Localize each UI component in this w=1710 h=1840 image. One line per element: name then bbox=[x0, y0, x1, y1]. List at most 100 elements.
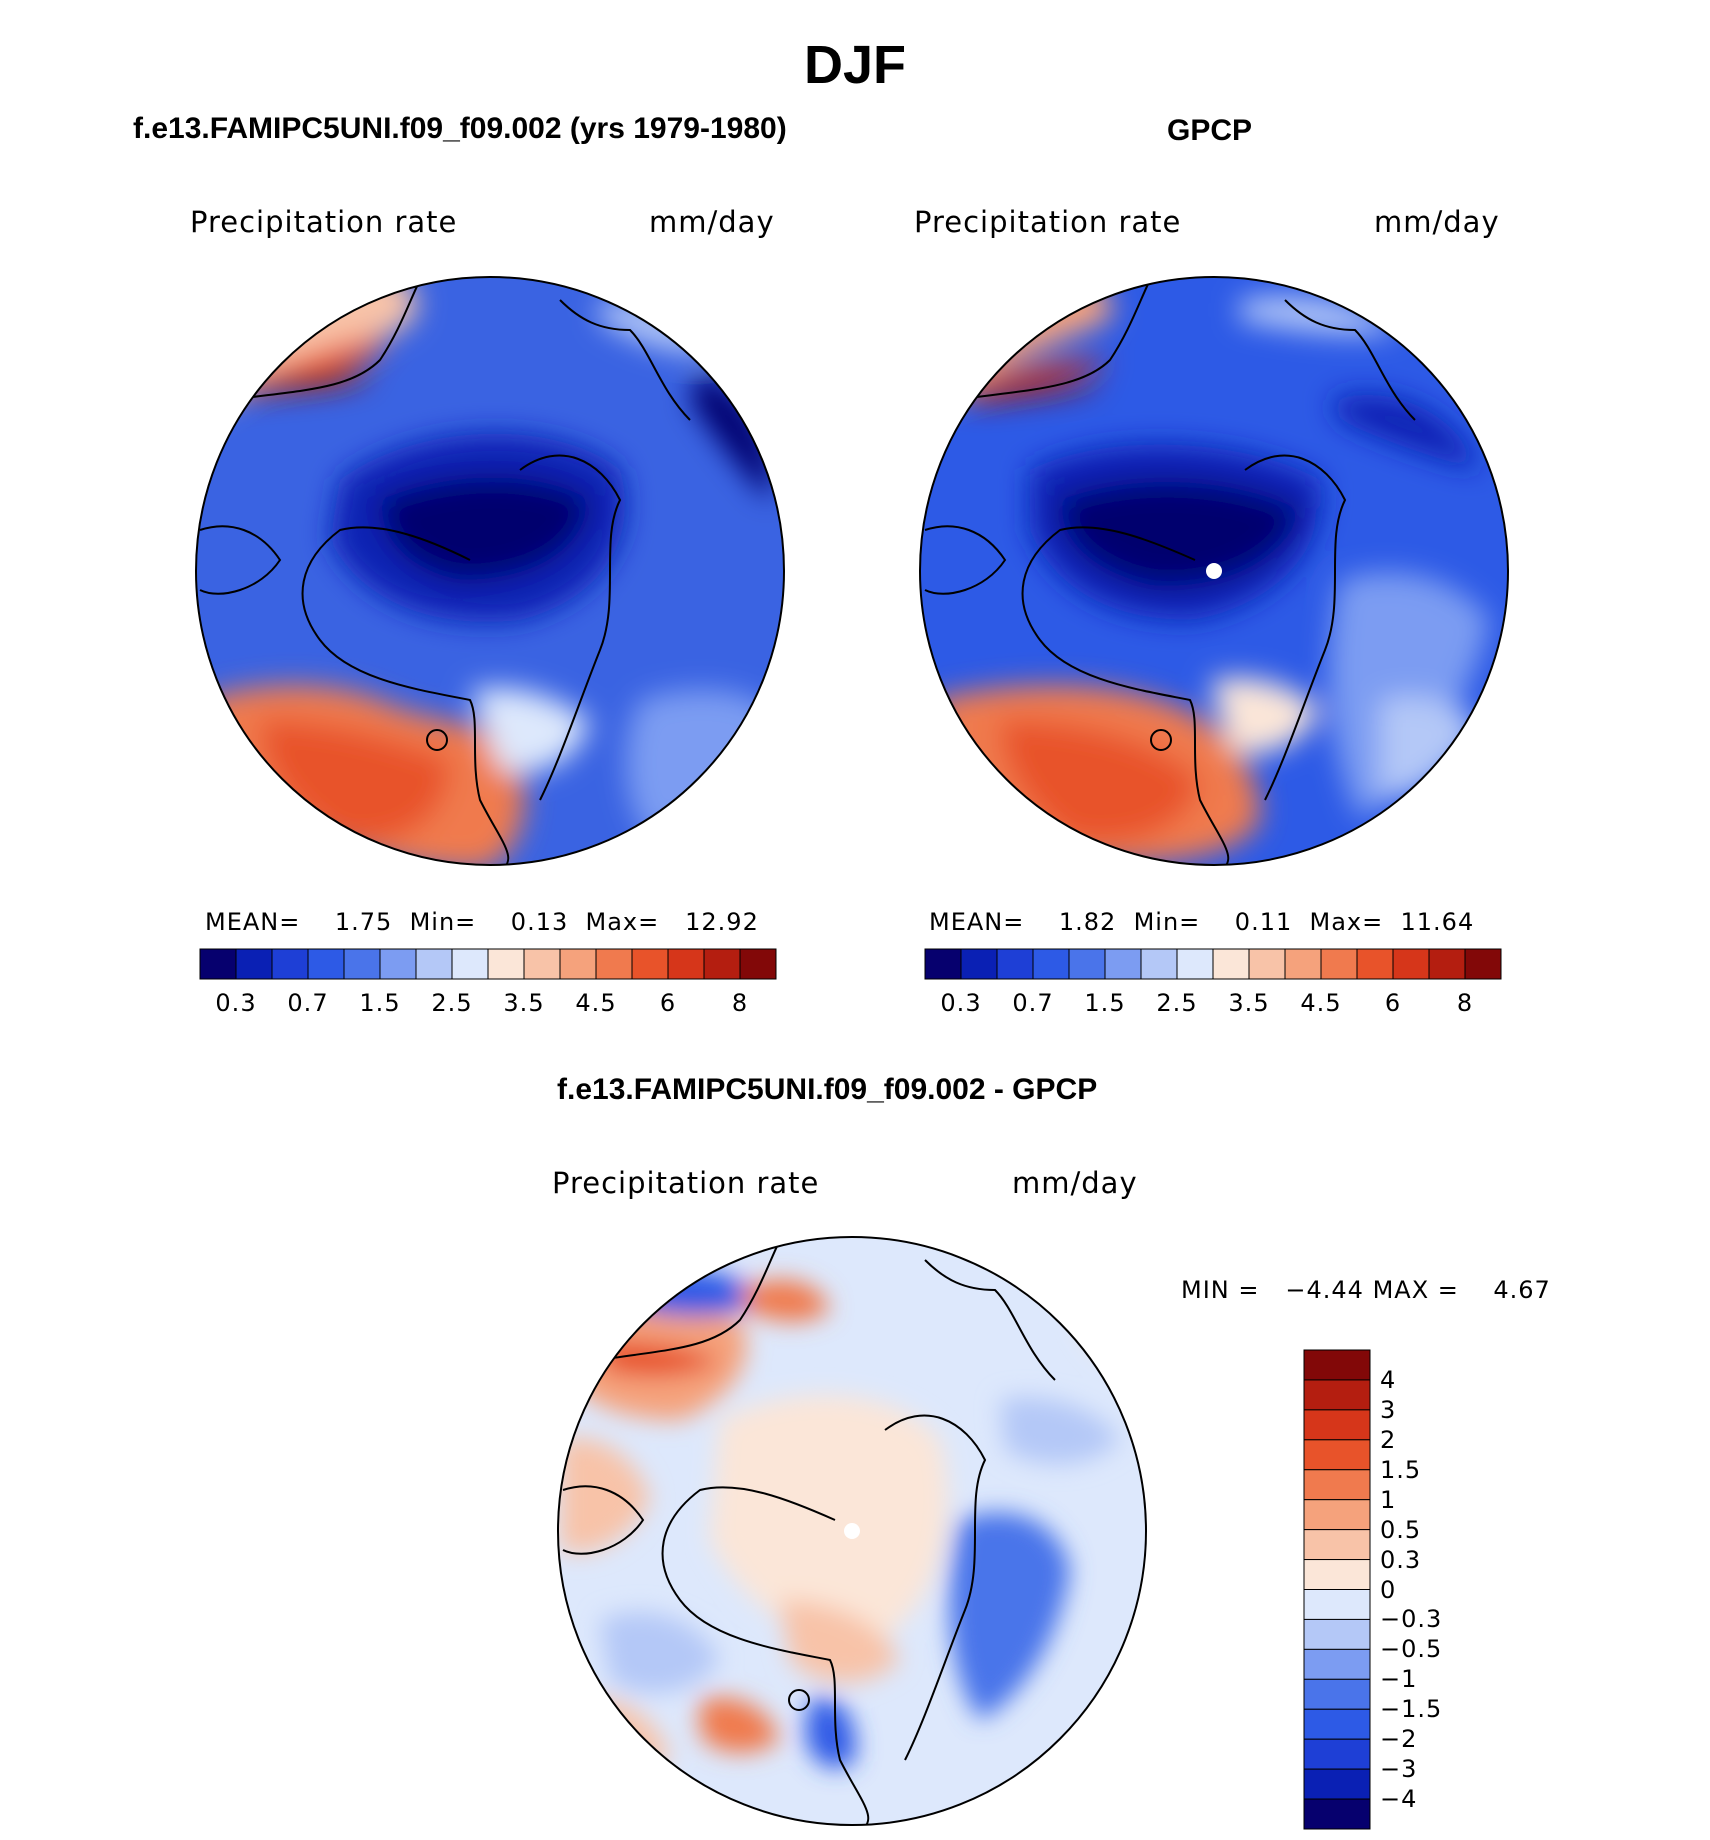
panel3-min-label: MIN = bbox=[1181, 1276, 1260, 1304]
colorbar-tick-label: 1.5 bbox=[359, 989, 401, 1017]
panel2-min-value: 0.11 bbox=[1234, 908, 1293, 936]
colorbar-swatch bbox=[1068, 948, 1106, 980]
colorbar-swatch bbox=[1176, 948, 1214, 980]
colorbar-swatch bbox=[271, 948, 309, 980]
panel2-stats: MEAN= 1.82 Min= 0.11 Max= 11.64 bbox=[929, 908, 1474, 936]
panel2-colorbar bbox=[924, 948, 1502, 980]
panel2-mean-value: 1.82 bbox=[1058, 908, 1117, 936]
colorbar-tick-label: 0.5 bbox=[1380, 1515, 1422, 1544]
colorbar-swatch bbox=[1212, 948, 1250, 980]
panel3-pole-marker bbox=[844, 1523, 860, 1539]
colorbar-swatch bbox=[1303, 1349, 1371, 1381]
colorbar-swatch bbox=[199, 948, 237, 980]
colorbar-swatch bbox=[379, 948, 417, 980]
panel1-title: f.e13.FAMIPC5UNI.f09_f09.002 (yrs 1979-1… bbox=[133, 112, 787, 145]
colorbar-tick-label: 0.3 bbox=[1380, 1545, 1422, 1574]
panel2-min-label: Min= bbox=[1133, 908, 1201, 936]
panel1-mean-value: 1.75 bbox=[334, 908, 393, 936]
colorbar-swatch bbox=[1140, 948, 1178, 980]
colorbar-swatch bbox=[631, 948, 669, 980]
colorbar-swatch bbox=[1303, 1798, 1371, 1830]
colorbar-swatch bbox=[307, 948, 345, 980]
colorbar-swatch bbox=[343, 948, 381, 980]
colorbar-swatch bbox=[1464, 948, 1502, 980]
panel2-mean-label: MEAN= bbox=[929, 908, 1025, 936]
colorbar-swatch bbox=[1392, 948, 1430, 980]
panel2-max-label: Max= bbox=[1309, 908, 1384, 936]
colorbar-swatch bbox=[1303, 1379, 1371, 1411]
colorbar-tick-label: 1.5 bbox=[1380, 1455, 1422, 1484]
colorbar-tick-label: −2 bbox=[1380, 1725, 1418, 1754]
colorbar-swatch bbox=[703, 948, 741, 980]
colorbar-tick-label: 2.5 bbox=[431, 989, 473, 1017]
colorbar-swatch bbox=[924, 948, 962, 980]
colorbar-swatch bbox=[559, 948, 597, 980]
colorbar-swatch bbox=[1104, 948, 1142, 980]
colorbar-swatch bbox=[1303, 1768, 1371, 1800]
colorbar-tick-label: −0.5 bbox=[1380, 1635, 1443, 1664]
colorbar-swatch bbox=[739, 948, 777, 980]
colorbar-swatch bbox=[1428, 948, 1466, 980]
panel3-max-value: 4.67 bbox=[1493, 1276, 1551, 1304]
colorbar-swatch bbox=[1032, 948, 1070, 980]
colorbar-swatch bbox=[487, 948, 525, 980]
colorbar-tick-label: 6 bbox=[1384, 989, 1402, 1017]
colorbar-tick-label: 0.3 bbox=[215, 989, 257, 1017]
colorbar-tick-label: 1.5 bbox=[1084, 989, 1126, 1017]
colorbar-swatch bbox=[1303, 1589, 1371, 1620]
colorbar-swatch bbox=[1356, 948, 1394, 980]
colorbar-swatch bbox=[1248, 948, 1286, 980]
panel2-max-value: 11.64 bbox=[1400, 908, 1475, 936]
panel2-units-label: mm/day bbox=[1374, 205, 1500, 239]
colorbar-tick-label: 3.5 bbox=[1228, 989, 1270, 1017]
panel1-colorbar bbox=[199, 948, 777, 980]
colorbar-tick-label: −1.5 bbox=[1380, 1695, 1443, 1724]
colorbar-tick-label: 4.5 bbox=[575, 989, 617, 1017]
panel3-units-label: mm/day bbox=[1012, 1166, 1138, 1200]
panel2-title: GPCP bbox=[1167, 114, 1253, 147]
panel1-max-label: Max= bbox=[585, 908, 660, 936]
colorbar-swatch bbox=[1303, 1409, 1371, 1441]
colorbar-tick-label: 0.7 bbox=[1012, 989, 1054, 1017]
panel3-stats: MIN = −4.44 MAX = 4.67 bbox=[1181, 1276, 1551, 1304]
colorbar-swatch bbox=[415, 948, 453, 980]
colorbar-swatch bbox=[1303, 1648, 1371, 1680]
colorbar-swatch bbox=[1303, 1499, 1371, 1531]
panel3-variable-label: Precipitation rate bbox=[552, 1166, 820, 1200]
colorbar-swatch bbox=[451, 948, 489, 980]
colorbar-swatch bbox=[960, 948, 998, 980]
colorbar-swatch bbox=[1320, 948, 1358, 980]
colorbar-tick-label: 4.5 bbox=[1300, 989, 1342, 1017]
colorbar-tick-label: 8 bbox=[731, 989, 749, 1017]
colorbar-tick-label: 0.7 bbox=[287, 989, 329, 1017]
colorbar-tick-label: 2 bbox=[1380, 1425, 1397, 1454]
panel1-min-value: 0.13 bbox=[510, 908, 569, 936]
colorbar-tick-label: −0.3 bbox=[1380, 1605, 1443, 1634]
panel2-pole-marker bbox=[1206, 563, 1222, 579]
colorbar-swatch bbox=[1303, 1708, 1371, 1740]
panel1-max-value: 12.92 bbox=[685, 908, 759, 936]
panel2-variable-label: Precipitation rate bbox=[914, 205, 1182, 239]
panel3-min-value: −4.44 bbox=[1285, 1276, 1364, 1304]
panel3-title: f.e13.FAMIPC5UNI.f09_f09.002 - GPCP bbox=[557, 1073, 1098, 1106]
main-title: DJF bbox=[803, 35, 906, 95]
colorbar-swatch bbox=[1284, 948, 1322, 980]
colorbar-swatch bbox=[1303, 1469, 1371, 1501]
colorbar-tick-label: 0.3 bbox=[940, 989, 982, 1017]
colorbar-tick-label: 0 bbox=[1380, 1575, 1397, 1604]
colorbar-tick-label: 1 bbox=[1380, 1485, 1397, 1514]
colorbar-swatch bbox=[1303, 1678, 1371, 1710]
panel1-stats: MEAN= 1.75 Min= 0.13 Max= 12.92 bbox=[205, 908, 759, 936]
panel3-colorbar bbox=[1303, 1349, 1371, 1830]
panel1-units-label: mm/day bbox=[649, 205, 775, 239]
colorbar-tick-label: −1 bbox=[1380, 1665, 1418, 1694]
colorbar-swatch bbox=[667, 948, 705, 980]
colorbar-tick-label: 2.5 bbox=[1156, 989, 1198, 1017]
colorbar-swatch bbox=[996, 948, 1034, 980]
colorbar-tick-label: −3 bbox=[1380, 1755, 1418, 1784]
panel3-max-label: MAX = bbox=[1372, 1276, 1459, 1304]
colorbar-swatch bbox=[1303, 1529, 1371, 1561]
colorbar-tick-label: 3 bbox=[1380, 1395, 1397, 1424]
colorbar-tick-label: 6 bbox=[659, 989, 677, 1017]
colorbar-swatch bbox=[1303, 1559, 1371, 1590]
